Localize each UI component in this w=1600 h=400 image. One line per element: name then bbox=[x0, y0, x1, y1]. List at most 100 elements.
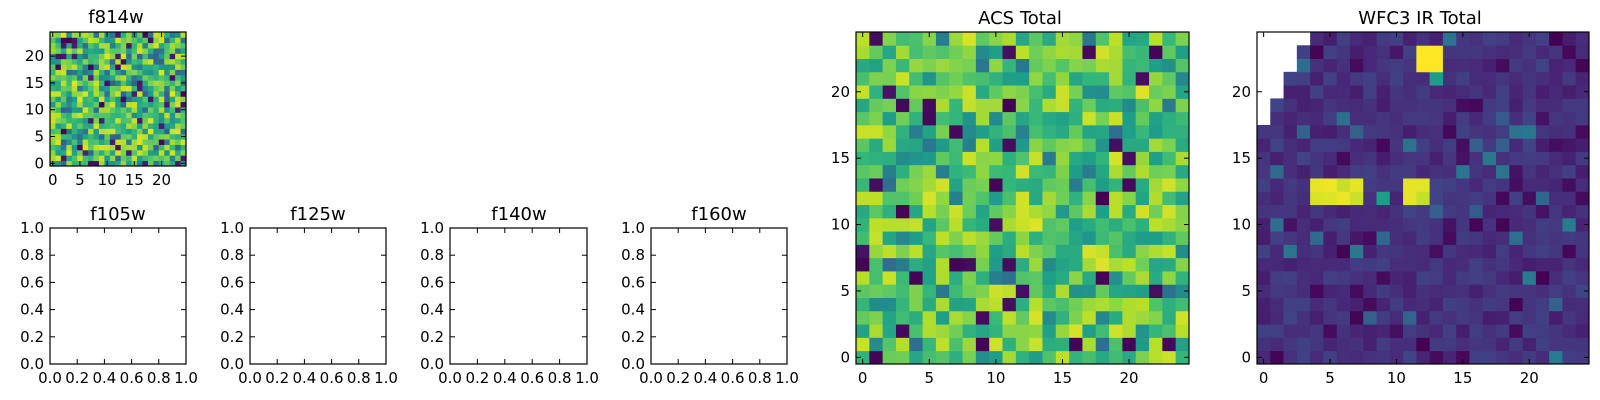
heatmap-cell bbox=[1389, 138, 1404, 152]
heatmap-cell bbox=[1175, 124, 1190, 139]
heatmap-cell bbox=[1162, 271, 1177, 285]
heatmap-cell bbox=[909, 32, 923, 46]
heatmap-cell bbox=[1336, 284, 1351, 298]
heatmap-cell bbox=[66, 107, 73, 113]
heatmap-cell bbox=[1175, 151, 1190, 166]
heatmap-cell bbox=[1162, 324, 1177, 338]
heatmap-cell bbox=[109, 69, 116, 76]
heatmap-cell bbox=[66, 37, 73, 44]
heatmap-cell bbox=[1149, 204, 1163, 219]
heatmap-cell bbox=[1349, 257, 1364, 272]
heatmap-cell bbox=[1055, 231, 1070, 245]
heatmap-cell bbox=[98, 112, 105, 119]
heatmap-cell bbox=[50, 149, 56, 156]
heatmap-cell bbox=[1535, 98, 1550, 113]
heatmap-cell bbox=[1029, 164, 1043, 179]
heatmap-cell bbox=[949, 350, 963, 365]
heatmap-cell bbox=[126, 160, 132, 167]
heatmap-cell bbox=[1162, 204, 1177, 219]
heatmap-cell bbox=[142, 133, 149, 140]
panel-f160w: f160w 0.0 0.2 0.4 0.6 0.8 1.0 0.00.20.40.60.8… bbox=[621, 204, 799, 387]
heatmap-cell bbox=[1403, 111, 1417, 126]
heatmap-cell bbox=[158, 37, 165, 44]
heatmap-cell bbox=[93, 133, 100, 140]
heatmap-cell bbox=[1270, 124, 1284, 139]
heatmap-cell bbox=[1029, 191, 1043, 206]
heatmap-cell bbox=[169, 74, 176, 81]
heatmap-cell bbox=[1029, 204, 1043, 219]
heatmap-cell bbox=[50, 48, 56, 54]
heatmap-cell bbox=[949, 231, 963, 245]
heatmap-cell bbox=[1496, 297, 1510, 312]
heatmap-cell bbox=[1575, 32, 1590, 46]
heatmap-cell bbox=[60, 32, 67, 38]
heatmap-cell bbox=[147, 101, 154, 108]
x-tick-label: 15 bbox=[1053, 369, 1072, 387]
heatmap-cell bbox=[1363, 45, 1377, 59]
heatmap-cell bbox=[1389, 244, 1404, 259]
heatmap-cell bbox=[1029, 98, 1043, 113]
heatmap-cell bbox=[164, 64, 171, 70]
heatmap-cell bbox=[1429, 98, 1444, 113]
heatmap-cell bbox=[50, 96, 56, 103]
heatmap-cell bbox=[82, 144, 89, 151]
heatmap-cell bbox=[115, 112, 122, 119]
heatmap-cell bbox=[895, 297, 910, 312]
axes-frame bbox=[650, 227, 788, 365]
heatmap-cell bbox=[98, 85, 105, 92]
heatmap-cell bbox=[1469, 138, 1484, 152]
heatmap-cell bbox=[1109, 284, 1123, 298]
heatmap-cell bbox=[153, 144, 160, 151]
heatmap-cell bbox=[82, 117, 89, 124]
heatmap-cell bbox=[1109, 204, 1123, 219]
heatmap-cell bbox=[882, 111, 897, 126]
heatmap-cell bbox=[909, 204, 923, 219]
heatmap-cell bbox=[77, 37, 84, 44]
heatmap-cell bbox=[962, 85, 977, 99]
heatmap-cell bbox=[164, 58, 171, 65]
y-tick-label: 0.6 bbox=[621, 273, 645, 291]
heatmap-cell bbox=[949, 151, 963, 166]
heatmap-cell bbox=[856, 231, 870, 245]
heatmap-cell bbox=[1336, 350, 1351, 365]
y-tick-label: 0 bbox=[34, 154, 44, 172]
heatmap-cell bbox=[1122, 191, 1137, 206]
heatmap-cell bbox=[1416, 350, 1431, 365]
heatmap-cell bbox=[1109, 178, 1123, 192]
heatmap-cell bbox=[142, 123, 149, 129]
heatmap-cell bbox=[60, 42, 67, 49]
heatmap-cell bbox=[1175, 111, 1190, 126]
heatmap-cell bbox=[153, 85, 160, 92]
x-tick-label: 0.0 bbox=[438, 369, 462, 387]
x-tick-label: 0 bbox=[858, 369, 868, 387]
x-ticks: 0.0 0.2 0.4 0.6 0.8 1.0 bbox=[238, 228, 398, 387]
heatmap-cell bbox=[1283, 337, 1298, 352]
heatmap-cell bbox=[1055, 32, 1070, 46]
heatmap-cell bbox=[935, 204, 950, 219]
heatmap-cell bbox=[1082, 85, 1097, 99]
heatmap-cell bbox=[1442, 257, 1457, 272]
heatmap-cell bbox=[1310, 310, 1324, 325]
heatmap-cell bbox=[1336, 271, 1351, 285]
heatmap-cell bbox=[180, 101, 187, 108]
heatmap-cell bbox=[1029, 178, 1043, 192]
heatmap-cell bbox=[115, 48, 122, 54]
heatmap-cell bbox=[1496, 191, 1510, 206]
heatmap-cell bbox=[164, 74, 171, 81]
heatmap-cell bbox=[55, 139, 62, 145]
heatmap-cell bbox=[1270, 324, 1284, 338]
heatmap-cell bbox=[1015, 124, 1030, 139]
heatmap-cell bbox=[856, 151, 870, 166]
heatmap-cell bbox=[1363, 204, 1377, 219]
heatmap-cell bbox=[109, 32, 116, 38]
heatmap-cell bbox=[93, 144, 100, 151]
heatmap-cell bbox=[935, 271, 950, 285]
heatmap-cell bbox=[1363, 231, 1377, 245]
y-tick-label: 0 bbox=[1241, 348, 1251, 366]
heatmap-cell bbox=[1310, 138, 1324, 152]
heatmap-cell bbox=[1162, 284, 1177, 298]
heatmap-cell bbox=[975, 297, 990, 312]
heatmap-cell bbox=[169, 48, 176, 54]
heatmap-cell bbox=[856, 45, 870, 59]
heatmap-cell bbox=[131, 90, 138, 97]
